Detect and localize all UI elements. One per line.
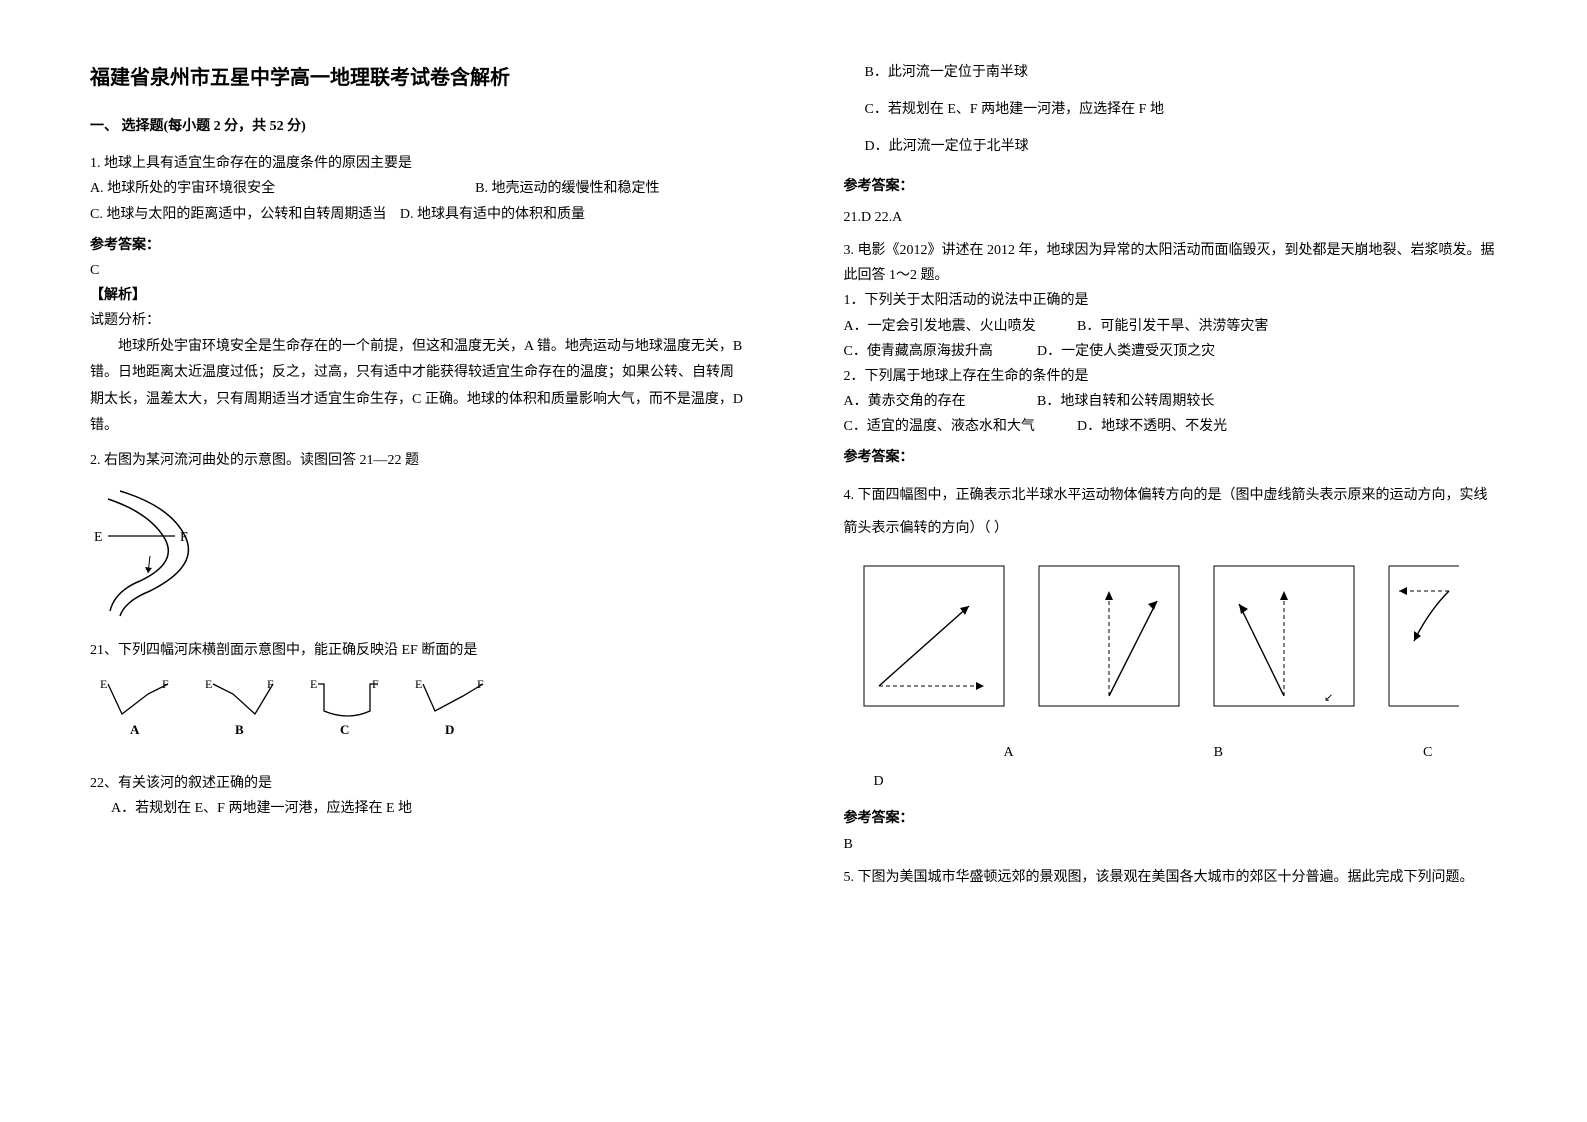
question-4: 4. 下面四幅图中，正确表示北半球水平运动物体偏转方向的是（图中虚线箭头表示原来… — [844, 479, 1498, 857]
question-3: 3. 电影《2012》讲述在 2012 年，地球因为异常的太阳活动而面临毁灭，到… — [844, 238, 1498, 471]
svg-text:A: A — [130, 722, 140, 737]
q2-ref: 21.D 22.A — [844, 205, 1498, 230]
q5-stem: 5. 下图为美国城市华盛顿远郊的景观图，该景观在美国各大城市的郊区十分普遍。据此… — [844, 865, 1498, 890]
svg-text:D: D — [445, 722, 454, 737]
svg-text:B: B — [235, 722, 244, 737]
q3-s2C: C．适宜的温度、液态水和大气 — [844, 414, 1074, 439]
q2-optB: B．此河流一定位于南半球 — [865, 60, 1498, 85]
q3-s1B: B．可能引发干旱、洪涝等灾害 — [1077, 319, 1268, 334]
q2-sub21: 21、下列四幅河床横剖面示意图中，能正确反映沿 EF 断面的是 — [90, 638, 744, 663]
coriolis-diagrams: ↙ — [844, 556, 1498, 730]
q1-optD: D. 地球具有适中的体积和质量 — [400, 207, 585, 222]
q3-s2A: A．黄赤交角的存在 — [844, 389, 1034, 414]
svg-text:E: E — [415, 677, 422, 691]
q2-sub22: 22、有关该河的叙述正确的是 — [90, 771, 744, 796]
q3-stem: 3. 电影《2012》讲述在 2012 年，地球因为异常的太阳活动而面临毁灭，到… — [844, 238, 1498, 288]
question-2: 2. 右图为某河流河曲处的示意图。读图回答 21—22 题 E F 21、下列四… — [90, 448, 744, 821]
q1-explain-label: 【解析】 — [90, 283, 744, 308]
svg-text:C: C — [340, 722, 349, 737]
q4-ref-label: 参考答案： — [844, 806, 1498, 831]
q2-optA: A．若规划在 E、F 两地建一河港，应选择在 E 地 — [111, 796, 744, 821]
meander-diagram: E F — [90, 481, 744, 630]
q3-s2: 2．下列属于地球上存在生命的条件的是 — [844, 364, 1498, 389]
left-column: 福建省泉州市五星中学高一地理联考试卷含解析 一、 选择题(每小题 2 分，共 5… — [0, 0, 794, 1122]
q4-labels: A B C — [1004, 740, 1498, 765]
q2-optD: D．此河流一定位于北半球 — [865, 134, 1498, 159]
question-5: 5. 下图为美国城市华盛顿远郊的景观图，该景观在美国各大城市的郊区十分普遍。据此… — [844, 865, 1498, 890]
label-E: E — [94, 530, 103, 545]
q4-D: D — [874, 769, 1498, 794]
q2-optC: C．若规划在 E、F 两地建一河港，应选择在 F 地 — [865, 97, 1498, 122]
q3-s1A: A．一定会引发地震、火山喷发 — [844, 314, 1074, 339]
label-F: F — [180, 530, 188, 545]
q1-optA: A. 地球所处的宇宙环境很安全 — [90, 176, 275, 201]
svg-text:E: E — [205, 677, 212, 691]
ref-answer-label: 参考答案： — [90, 233, 744, 258]
q3-s1C: C．使青藏高原海拔升高 — [844, 339, 1034, 364]
q3-s2D: D．地球不透明、不发光 — [1077, 419, 1227, 434]
svg-text:E: E — [100, 677, 107, 691]
q1-answer: C — [90, 258, 744, 283]
q3-s2B: B．地球自转和公转周期较长 — [1037, 394, 1214, 409]
q4-B: B — [1214, 740, 1223, 765]
cross-section-options: E F A E F B E F C — [90, 671, 744, 750]
svg-text:E: E — [310, 677, 317, 691]
q1-analysis-label: 试题分析： — [90, 308, 744, 333]
q3-s1D: D．一定使人类遭受灭顶之灾 — [1037, 344, 1215, 359]
q4-ref: B — [844, 832, 1498, 857]
q4-C: C — [1423, 740, 1432, 765]
page-title: 福建省泉州市五星中学高一地理联考试卷含解析 — [90, 60, 744, 96]
q2-ref-label: 参考答案： — [844, 174, 1498, 199]
q1-analysis-body: 地球所处宇宙环境安全是生命存在的一个前提，但这和温度无关，A 错。地壳运动与地球… — [90, 334, 744, 440]
q3-s1: 1．下列关于太阳活动的说法中正确的是 — [844, 288, 1498, 313]
section-header: 一、 选择题(每小题 2 分，共 52 分) — [90, 114, 744, 139]
q1-stem: 1. 地球上具有适宜生命存在的温度条件的原因主要是 — [90, 151, 744, 176]
q1-optB: B. 地壳运动的缓慢性和稳定性 — [475, 176, 659, 201]
question-1: 1. 地球上具有适宜生命存在的温度条件的原因主要是 A. 地球所处的宇宙环境很安… — [90, 151, 744, 440]
svg-text:↙: ↙ — [1324, 692, 1333, 704]
q4-stem: 4. 下面四幅图中，正确表示北半球水平运动物体偏转方向的是（图中虚线箭头表示原来… — [844, 479, 1498, 546]
q1-optC: C. 地球与太阳的距离适中，公转和自转周期适当 — [90, 207, 386, 222]
q3-ref-label: 参考答案： — [844, 445, 1498, 470]
q2-stem: 2. 右图为某河流河曲处的示意图。读图回答 21—22 题 — [90, 448, 744, 473]
right-column: B．此河流一定位于南半球 C．若规划在 E、F 两地建一河港，应选择在 F 地 … — [794, 0, 1587, 1122]
q4-A: A — [1004, 740, 1014, 765]
